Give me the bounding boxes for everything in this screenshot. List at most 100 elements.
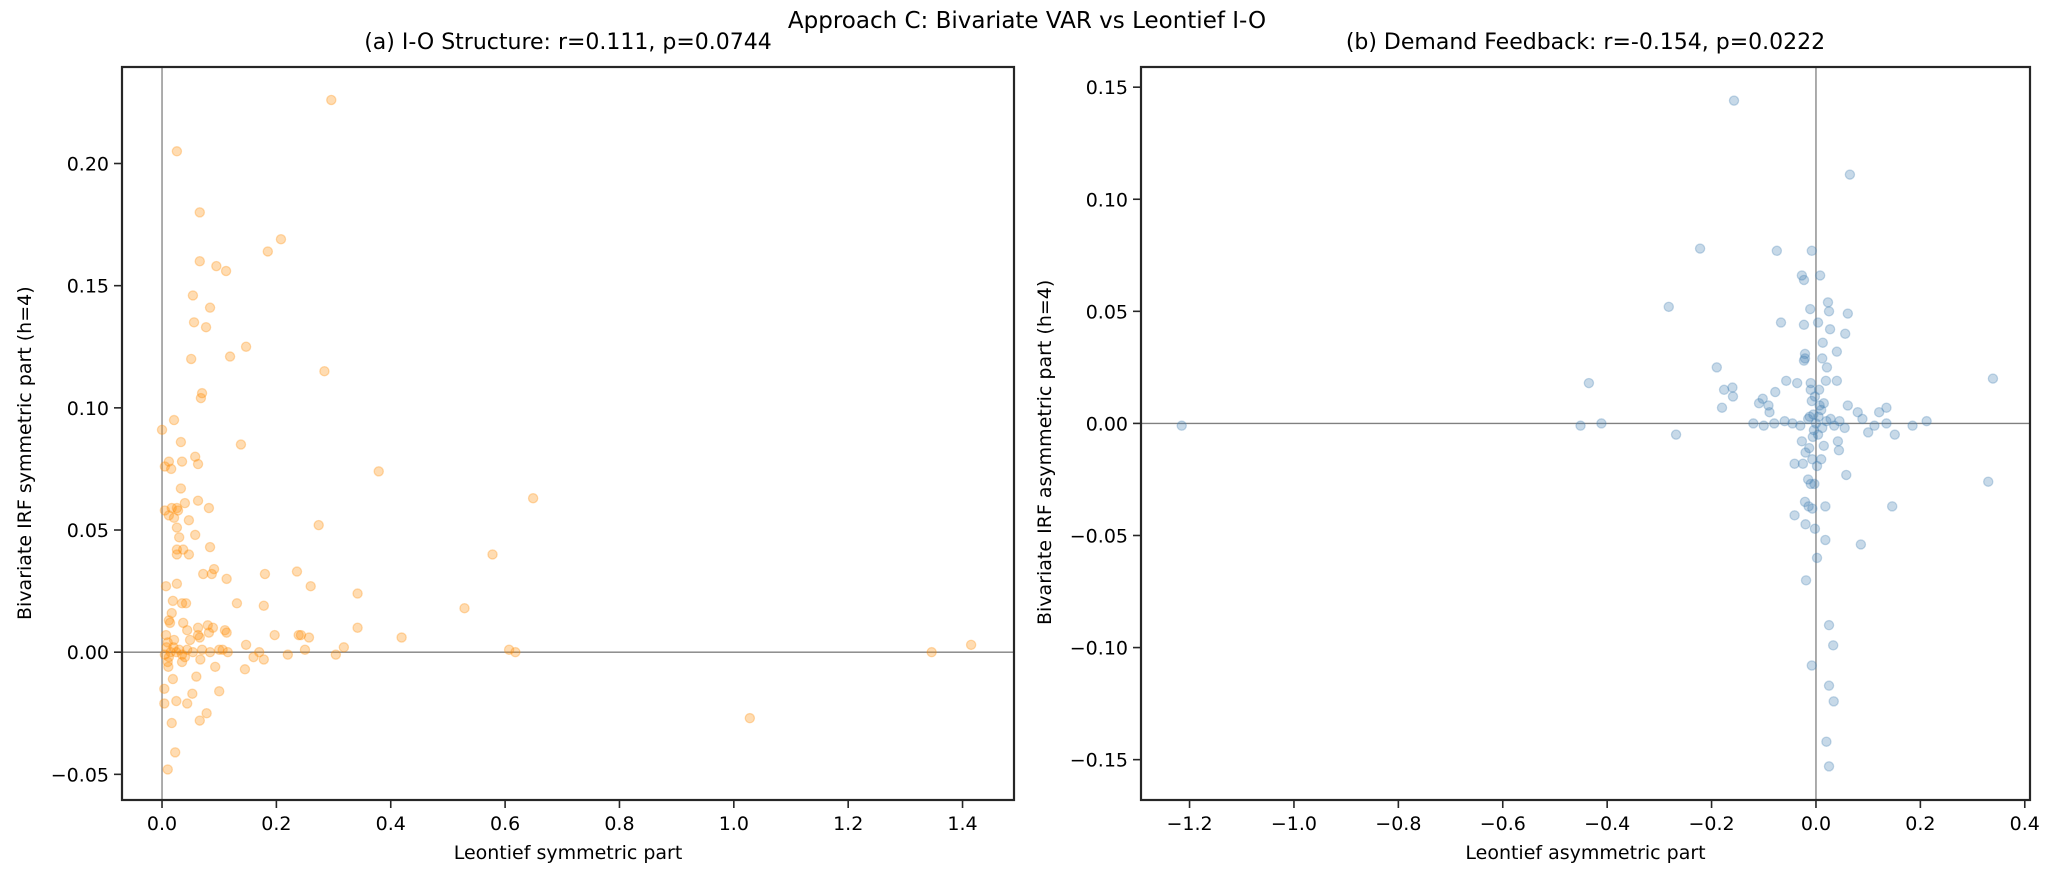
data-point <box>352 622 363 633</box>
data-point <box>163 615 175 626</box>
data-point <box>1711 362 1723 373</box>
data-point <box>1764 406 1775 418</box>
data-point <box>195 654 206 665</box>
data-point <box>1982 476 1994 487</box>
data-point <box>1806 395 1818 407</box>
data-point <box>1844 169 1856 180</box>
y-tick-label: −0.05 <box>51 764 109 786</box>
data-point <box>1823 619 1835 631</box>
data-point <box>1833 445 1845 456</box>
x-tick-label: −0.6 <box>1480 813 1526 835</box>
data-point <box>1831 375 1843 387</box>
data-point <box>177 617 189 629</box>
data-point <box>1800 575 1812 586</box>
panel-b-xlabel: Leontief asymmetric part <box>1465 842 1706 864</box>
data-point <box>1796 436 1808 447</box>
data-point <box>275 234 287 245</box>
data-point <box>487 549 498 560</box>
data-point <box>208 563 220 575</box>
data-point <box>240 639 252 651</box>
data-point <box>1716 402 1728 413</box>
data-point <box>159 649 171 660</box>
data-point <box>1821 736 1832 747</box>
data-point <box>1823 680 1835 691</box>
data-point <box>1816 353 1828 364</box>
x-tick-label: −1.0 <box>1271 813 1317 835</box>
data-point <box>1748 418 1759 429</box>
data-point <box>163 510 175 521</box>
data-point <box>459 602 470 614</box>
data-point <box>1796 270 1808 281</box>
data-point <box>176 649 188 660</box>
data-point <box>1810 418 1822 429</box>
data-point <box>176 598 188 609</box>
data-point <box>202 620 214 631</box>
data-point <box>192 495 204 506</box>
x-tick-label: 0.4 <box>2010 813 2040 835</box>
data-point <box>191 671 202 682</box>
data-point <box>167 673 179 685</box>
data-point <box>1821 415 1832 427</box>
y-tick-label: −0.05 <box>1070 525 1128 547</box>
data-point <box>1798 274 1810 286</box>
data-point <box>179 651 191 663</box>
x-tick-label: 0.4 <box>376 813 406 835</box>
data-point <box>1789 458 1800 470</box>
data-point <box>165 646 176 658</box>
data-point <box>1889 429 1901 440</box>
x-tick-label: −0.2 <box>1688 813 1734 835</box>
data-point <box>187 646 199 658</box>
x-tick-label: −0.8 <box>1375 813 1421 835</box>
panel-b-ylabel: Bivariate IRF asymmetric part (h=4) <box>1034 279 1056 625</box>
data-point <box>1855 539 1867 550</box>
y-tick-label: 0.20 <box>67 154 109 176</box>
data-point <box>220 265 232 277</box>
data-point <box>1800 519 1811 530</box>
data-point <box>231 598 243 609</box>
y-tick-label: 0.15 <box>1086 77 1128 99</box>
data-point <box>1663 301 1675 313</box>
data-point <box>1805 377 1817 389</box>
x-tick-label: −0.4 <box>1584 813 1630 835</box>
data-point <box>373 466 384 477</box>
data-point <box>965 639 977 651</box>
data-point <box>258 654 270 665</box>
data-point <box>1827 640 1839 651</box>
data-point <box>1804 411 1815 422</box>
data-point <box>204 541 216 553</box>
data-point <box>1807 431 1819 443</box>
data-point <box>1798 319 1810 331</box>
data-point <box>1814 400 1825 411</box>
data-point <box>194 715 206 726</box>
data-point <box>305 580 316 592</box>
data-point <box>1823 306 1835 317</box>
data-point <box>162 764 173 775</box>
data-point <box>1807 454 1818 465</box>
x-tick-label: 1.0 <box>719 813 749 835</box>
data-point <box>1779 415 1790 427</box>
data-point <box>173 644 185 655</box>
data-point <box>1727 391 1739 402</box>
data-point <box>1831 346 1843 357</box>
data-point <box>1839 422 1850 434</box>
data-point <box>196 644 208 655</box>
data-point <box>176 656 188 668</box>
data-point <box>183 514 195 526</box>
data-point <box>1802 474 1814 485</box>
data-point <box>240 341 252 353</box>
data-point <box>221 573 232 585</box>
data-point <box>1881 418 1892 429</box>
data-point <box>926 646 937 658</box>
data-point <box>352 588 363 599</box>
data-point <box>159 461 171 472</box>
data-point <box>207 622 219 633</box>
panel-a-axes: 0.0 0.2 0.4 0.6 0.8 1.0 1.2 1.4 −0.05 0.00 0.05 0.1… <box>51 65 1016 835</box>
data-point <box>1822 297 1834 308</box>
data-point <box>172 505 184 516</box>
data-point <box>269 629 280 641</box>
data-point <box>1799 353 1811 364</box>
data-point <box>1798 355 1810 366</box>
y-tick-label: −0.10 <box>1070 638 1128 660</box>
data-point <box>181 624 193 636</box>
y-tick-label: 0.10 <box>67 398 109 420</box>
